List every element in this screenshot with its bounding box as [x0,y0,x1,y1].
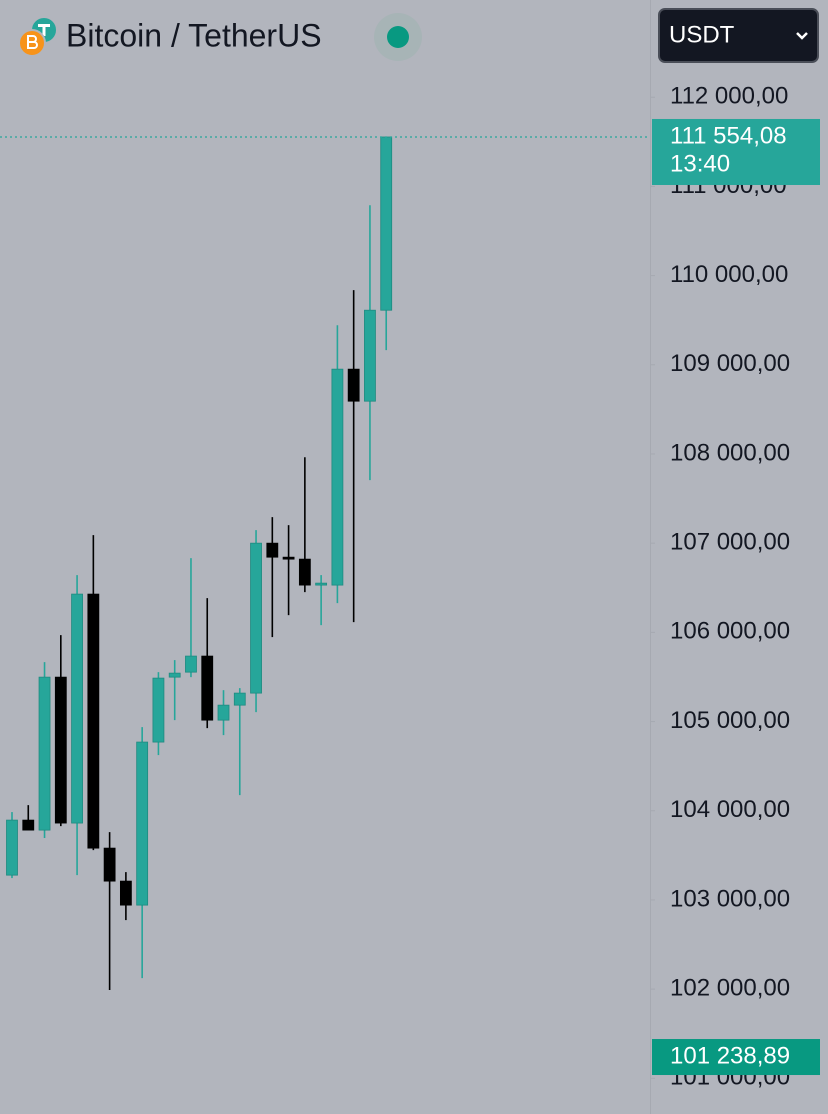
candle-body [38,676,51,831]
candle-body [201,655,214,721]
candle-body [185,655,197,673]
candle-body [168,672,181,678]
y-tick-label: 107 000,00 [670,529,790,556]
candle-body [152,677,165,743]
candle-body [282,556,295,560]
price-badge-time: 13:40 [670,150,730,177]
candle-body [136,741,149,906]
dropdown-label[interactable]: USDT [669,21,735,48]
candle-body [315,582,328,586]
y-tick-label: 112 000,00 [670,83,788,110]
chart-title: Bitcoin / TetherUS [66,17,322,53]
candle-body [380,136,393,311]
y-tick-label: 102 000,00 [670,974,790,1001]
candle-body [6,819,18,876]
candle-body [217,704,230,721]
y-tick-label: 110 000,00 [670,261,788,288]
bitcoin-glyph [27,35,38,49]
price-badge-label: 111 554,08 [670,122,787,149]
candle-body [103,847,116,882]
candle-body [54,676,67,824]
candle-body [347,368,360,402]
tether-glyph [42,24,46,36]
y-tick-label: 106 000,00 [670,618,790,645]
candle-body [71,593,83,824]
price-badge [652,118,820,185]
candle-body [364,309,376,402]
plot-area [0,136,650,991]
low-badge-label: 101 238,89 [670,1042,790,1069]
low-badge [652,1039,820,1076]
candle-body [266,542,279,558]
candle-body [331,368,344,586]
candle-body [22,819,35,831]
candle-body [250,542,262,694]
dropdown-box[interactable] [658,8,819,63]
y-tick-label: 105 000,00 [670,707,790,734]
dropdown-chevron[interactable] [796,32,808,40]
candle-body [233,692,246,706]
y-tick-label: 108 000,00 [670,439,790,466]
y-tick-label: 103 000,00 [670,885,790,912]
candle-body [119,880,132,906]
candle-body [298,558,311,586]
candle-body [87,593,100,849]
status-dot [387,26,409,48]
symbol-icons [18,16,58,57]
y-tick-label: 109 000,00 [670,350,790,377]
currency-dropdown[interactable]: USDT [658,8,819,63]
y-tick-label: 104 000,00 [670,796,790,823]
